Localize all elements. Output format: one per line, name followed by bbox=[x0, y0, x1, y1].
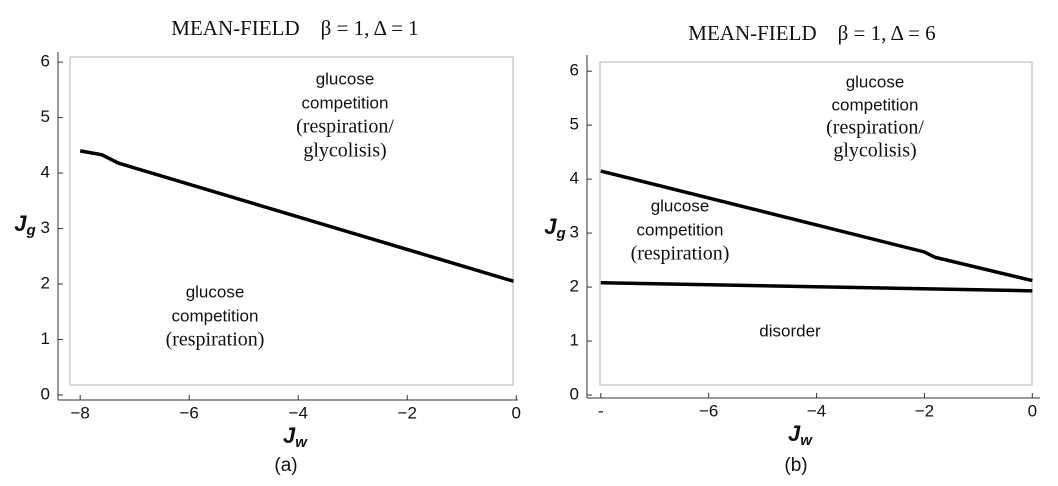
region-label: (respiration/ bbox=[826, 117, 924, 139]
panel: 0 1 2 3 4 5 6 - −6 −4 −2 0 MEAN-FIELD β = 1, Δ = 6 Jw… bbox=[544, 21, 1040, 476]
caption: (b) bbox=[784, 455, 807, 476]
region-label: glycolisis) bbox=[303, 140, 386, 162]
y-tick-label: 4 bbox=[41, 163, 50, 182]
x-axis-label-sub: w bbox=[295, 434, 308, 451]
region-label: glucose bbox=[316, 69, 375, 88]
y-tick-label: 2 bbox=[41, 274, 50, 293]
x-tick-label: −8 bbox=[70, 403, 89, 422]
region-label: glucose bbox=[846, 72, 905, 91]
y-tick-label: 4 bbox=[570, 169, 579, 188]
x-tick-label: 0 bbox=[512, 403, 521, 422]
x-axis-label: Jw bbox=[788, 421, 813, 449]
plot-frame bbox=[599, 61, 1033, 386]
y-axis-label-main: J bbox=[544, 214, 557, 239]
phase-boundary bbox=[600, 169, 1033, 283]
y-tick-label: 6 bbox=[570, 61, 579, 80]
y-axis-label: Jg bbox=[14, 211, 35, 239]
panel: 0 1 2 3 4 5 6 −8 −6 −4 −2 0 MEAN-FIELD β = 1, Δ = 1 J… bbox=[14, 16, 521, 476]
x-tick-label: −2 bbox=[398, 403, 417, 422]
y-tick-label: 1 bbox=[570, 331, 579, 350]
y-axis-label-sub: g bbox=[26, 222, 36, 239]
chart-title: MEAN-FIELD β = 1, Δ = 1 bbox=[171, 16, 418, 40]
x-axis-label: Jw bbox=[283, 423, 308, 451]
x-tick-label: −6 bbox=[699, 401, 718, 420]
y-tick-label: 0 bbox=[41, 384, 50, 403]
chart-title: MEAN-FIELD β = 1, Δ = 6 bbox=[688, 21, 935, 45]
y-axis-label: Jg bbox=[544, 214, 565, 242]
caption: (a) bbox=[274, 455, 297, 476]
y-axis-label-sub: g bbox=[556, 225, 566, 242]
phase-boundary bbox=[79, 149, 515, 283]
region-label: (respiration/ bbox=[296, 116, 394, 138]
region-label: competition bbox=[302, 93, 389, 112]
plot-frame bbox=[69, 56, 514, 386]
y-tick-label: 5 bbox=[570, 115, 579, 134]
region-label: glycolisis) bbox=[833, 140, 916, 162]
x-axis-label-main: J bbox=[788, 421, 801, 446]
y-tick-label: 5 bbox=[41, 107, 50, 126]
x-tick-label: - bbox=[598, 401, 604, 420]
region-label: glucose bbox=[651, 196, 710, 215]
phase-boundary bbox=[600, 280, 1033, 293]
x-axis-label-sub: w bbox=[800, 432, 813, 449]
region-label: competition bbox=[832, 95, 919, 114]
x-tick-label: −6 bbox=[180, 403, 199, 422]
y-tick-label: 6 bbox=[41, 52, 50, 71]
y-tick-label: 0 bbox=[570, 384, 579, 403]
region-label: competition bbox=[172, 306, 259, 325]
y-tick-label: 1 bbox=[41, 329, 50, 348]
region-label: (respiration) bbox=[631, 243, 730, 265]
region-label: disorder bbox=[759, 321, 821, 340]
x-tick-label: 0 bbox=[1028, 401, 1037, 420]
y-tick-label: 3 bbox=[570, 223, 579, 242]
region-label: glucose bbox=[186, 282, 245, 301]
x-axis-label-main: J bbox=[283, 423, 296, 448]
y-axis-label-main: J bbox=[14, 211, 27, 236]
region-label: competition bbox=[637, 220, 724, 239]
x-tick-label: −2 bbox=[915, 401, 934, 420]
x-tick-label: −4 bbox=[289, 403, 308, 422]
x-tick-label: −4 bbox=[807, 401, 826, 420]
region-label: (respiration) bbox=[166, 329, 265, 351]
y-tick-label: 2 bbox=[570, 277, 579, 296]
y-tick-label: 3 bbox=[41, 218, 50, 237]
